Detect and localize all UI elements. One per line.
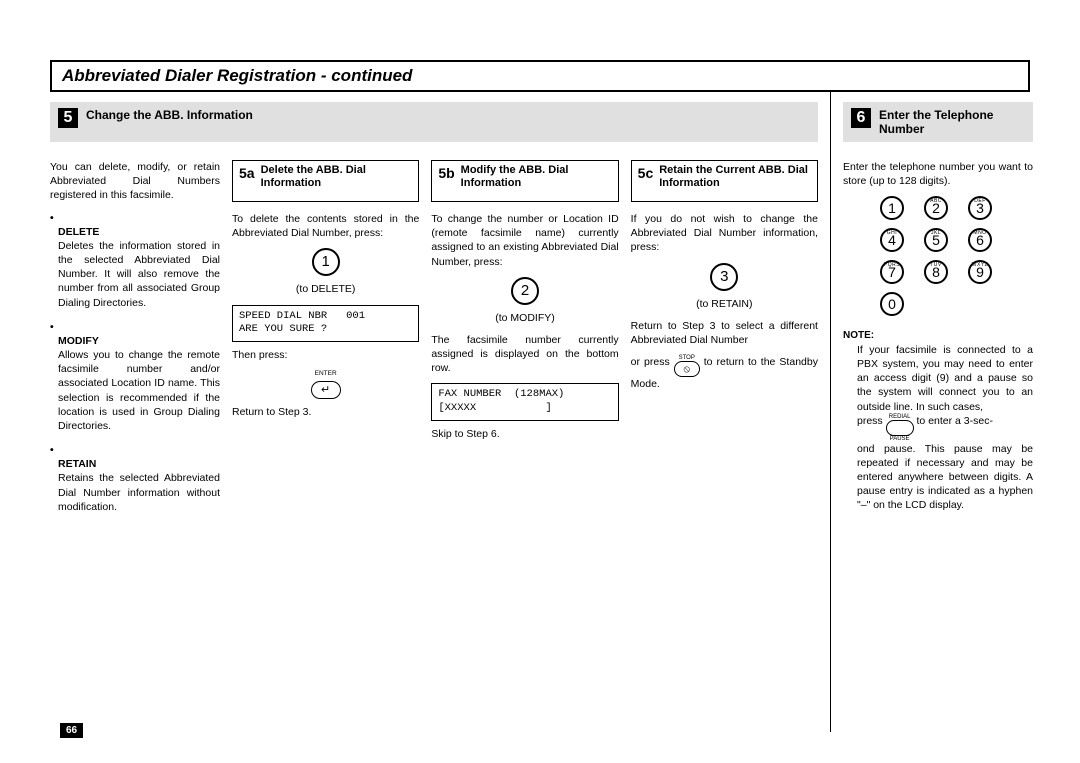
step5c-caption: (to RETAIN): [631, 297, 818, 311]
key-4[interactable]: GHI4: [880, 228, 904, 252]
lcd-modify: FAX NUMBER (128MAX) [XXXXX ]: [431, 383, 618, 420]
step5c-title: Retain the Current ABB. Dial Information: [659, 164, 811, 190]
key-9[interactable]: WXYZ9: [968, 260, 992, 284]
note-text2b: to enter a 3-sec-: [917, 415, 993, 427]
key-7[interactable]: PQRS7: [880, 260, 904, 284]
note-text2a: press: [857, 415, 886, 427]
step5-header: 5 Change the ABB. Information: [50, 102, 818, 142]
step5a-title: Delete the ABB. Dial Information: [261, 164, 413, 190]
note-block: NOTE: If your facsimile is connected to …: [843, 328, 1033, 512]
step5a-text1: To delete the contents stored in the Abb…: [232, 212, 419, 240]
step5-intro-col: You can delete, modify, or retain Abbrev…: [50, 160, 220, 524]
note-head: NOTE:: [843, 330, 874, 341]
key-2[interactable]: ABC2: [924, 196, 948, 220]
step5c-num: 5c: [638, 164, 654, 183]
step5c-text2: Return to Step 3 to select a different A…: [631, 319, 818, 347]
step5-intro: You can delete, modify, or retain Abbrev…: [50, 160, 220, 203]
step5c-header: 5c Retain the Current ABB. Dial Informat…: [631, 160, 818, 202]
step5a-text2: Then press:: [232, 348, 419, 362]
step5c-text3: or press STOP to return to the Standby M…: [631, 355, 818, 391]
key-5[interactable]: JKL5: [924, 228, 948, 252]
step5b-text1: To change the number or Location ID (rem…: [431, 212, 618, 269]
vertical-divider: [830, 92, 831, 732]
step5-number: 5: [58, 108, 78, 128]
key-3[interactable]: DEF3: [968, 196, 992, 220]
lcd-delete: SPEED DIAL NBR 001 ARE YOU SURE ?: [232, 305, 419, 342]
step5c-col: 5c Retain the Current ABB. Dial Informat…: [631, 160, 818, 524]
section-5: 5 Change the ABB. Information You can de…: [50, 102, 818, 732]
pause-label: PAUSE: [886, 436, 914, 442]
step6-header: 6 Enter the Telephone Number: [843, 102, 1033, 142]
bullet-retain: RETAIN Retains the selected Abbreviated …: [58, 443, 220, 514]
step5a-header: 5a Delete the ABB. Dial Information: [232, 160, 419, 202]
redial-label: REDIAL: [886, 414, 914, 420]
enter-button-icon[interactable]: [311, 381, 341, 399]
step5a-text3: Return to Step 3.: [232, 405, 419, 419]
section-6: 6 Enter the Telephone Number Enter the t…: [843, 102, 1033, 732]
key-6[interactable]: MNO6: [968, 228, 992, 252]
step6-title: Enter the Telephone Number: [879, 108, 1025, 137]
note-text1: If your facsimile is connected to a PBX …: [843, 343, 1033, 414]
step5b-title: Modify the ABB. Dial Information: [461, 164, 612, 190]
step5b-text3: Skip to Step 6.: [431, 427, 618, 441]
step6-number: 6: [851, 108, 871, 128]
keypad-1-icon[interactable]: 1: [312, 248, 340, 276]
bullet-modify-head: MODIFY: [58, 334, 220, 348]
keypad-icon: 1 ABC2 DEF3 GHI4 JKL5 MNO6 PQRS7 TUV8 WX…: [880, 196, 996, 316]
stop-button-icon[interactable]: [674, 361, 700, 377]
step5c-text1: If you do not wish to change the Abbrevi…: [631, 212, 818, 255]
pause-button-icon[interactable]: [886, 420, 914, 436]
step6-intro: Enter the telephone number you want to s…: [843, 160, 1033, 188]
key-0[interactable]: 0: [880, 292, 904, 316]
bullet-delete: DELETE Deletes the information stored in…: [58, 211, 220, 310]
step5b-caption: (to MODIFY): [431, 311, 618, 325]
step5a-col: 5a Delete the ABB. Dial Information To d…: [232, 160, 419, 524]
bullet-delete-head: DELETE: [58, 225, 220, 239]
step5a-num: 5a: [239, 164, 255, 183]
step5b-col: 5b Modify the ABB. Dial Information To c…: [431, 160, 618, 524]
step5b-text2: The facsimile number currently assigned …: [431, 333, 618, 376]
enter-label: ENTER: [232, 370, 419, 379]
key-8[interactable]: TUV8: [924, 260, 948, 284]
bullet-modify-body: Allows you to change the remote facsimil…: [58, 349, 220, 432]
step5a-caption: (to DELETE): [232, 282, 419, 296]
bullet-retain-body: Retains the selected Abbreviated Dial Nu…: [58, 472, 220, 512]
step5b-header: 5b Modify the ABB. Dial Information: [431, 160, 618, 202]
note-text3: ond pause. This pause may be repeated if…: [843, 442, 1033, 513]
note-text2: press REDIAL PAUSE to enter a 3-sec-: [843, 414, 1033, 442]
page-number: 66: [60, 723, 83, 738]
step5-title: Change the ABB. Information: [86, 108, 253, 122]
keypad-2-icon[interactable]: 2: [511, 277, 539, 305]
bullet-modify: MODIFY Allows you to change the remote f…: [58, 320, 220, 433]
step5c-text3a: or press: [631, 356, 674, 368]
main-content: 5 Change the ABB. Information You can de…: [50, 102, 1030, 732]
page-title: Abbreviated Dialer Registration - contin…: [50, 60, 1030, 92]
bullet-retain-head: RETAIN: [58, 457, 220, 471]
bullet-delete-body: Deletes the information stored in the se…: [58, 240, 220, 309]
key-1[interactable]: 1: [880, 196, 904, 220]
keypad-3-icon[interactable]: 3: [710, 263, 738, 291]
step5b-num: 5b: [438, 164, 454, 183]
